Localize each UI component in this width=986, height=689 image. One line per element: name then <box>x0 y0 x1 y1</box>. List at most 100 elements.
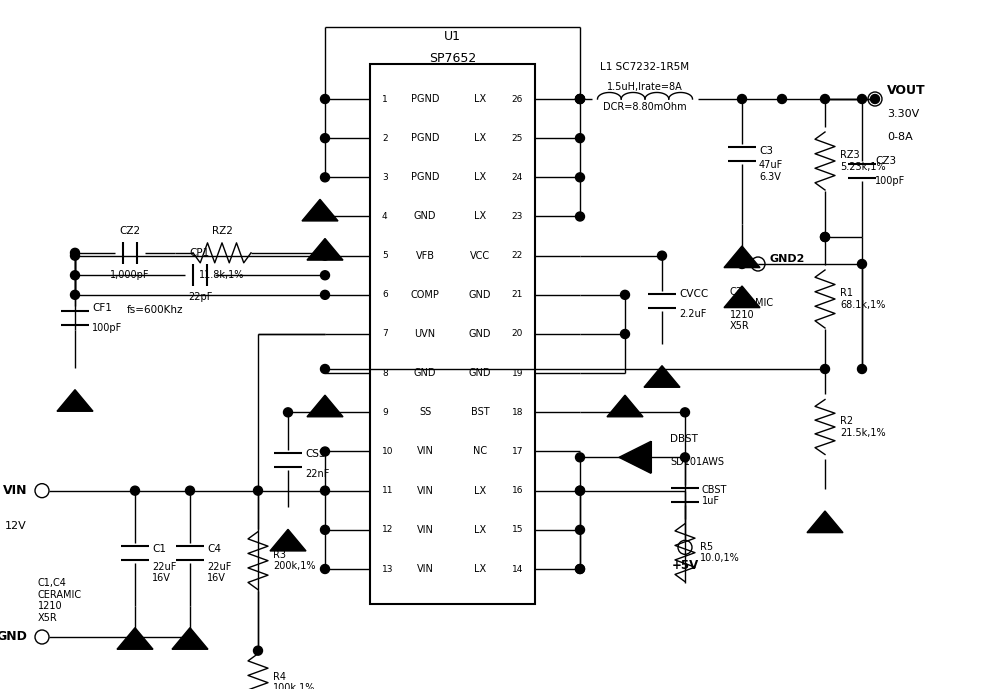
Text: 12V: 12V <box>5 521 27 531</box>
Circle shape <box>575 453 584 462</box>
Circle shape <box>283 408 292 417</box>
Text: 100pF: 100pF <box>875 176 904 186</box>
Text: NC: NC <box>472 446 486 457</box>
Circle shape <box>857 260 866 269</box>
Circle shape <box>575 564 584 573</box>
Circle shape <box>70 251 80 260</box>
Text: GND: GND <box>413 212 436 221</box>
Text: 1,000pF: 1,000pF <box>110 270 150 280</box>
Circle shape <box>70 271 80 280</box>
Text: 20: 20 <box>511 329 523 338</box>
Text: 11.8k,1%: 11.8k,1% <box>199 270 245 280</box>
Text: VOUT: VOUT <box>886 85 925 98</box>
Text: U1: U1 <box>444 30 460 43</box>
Text: 1: 1 <box>382 94 387 103</box>
Text: 25: 25 <box>511 134 523 143</box>
Text: SD101AWS: SD101AWS <box>669 457 724 467</box>
Circle shape <box>679 453 689 462</box>
Circle shape <box>870 94 879 103</box>
Text: LX: LX <box>473 564 485 574</box>
Text: GND: GND <box>468 329 491 339</box>
Text: 26: 26 <box>511 94 523 103</box>
Polygon shape <box>606 395 642 417</box>
Text: LX: LX <box>473 94 485 104</box>
Text: 47uF
6.3V: 47uF 6.3V <box>758 161 783 182</box>
Circle shape <box>575 134 584 143</box>
Circle shape <box>320 173 329 182</box>
Circle shape <box>575 525 584 535</box>
Text: LX: LX <box>473 172 485 183</box>
Bar <box>370 64 534 604</box>
Text: 2.2uF: 2.2uF <box>678 309 706 319</box>
Text: 4: 4 <box>382 212 387 221</box>
Text: R5
10.0,1%: R5 10.0,1% <box>699 542 739 564</box>
Text: 22uF
16V: 22uF 16V <box>207 562 231 584</box>
Circle shape <box>620 290 629 299</box>
Circle shape <box>857 94 866 103</box>
Text: GND2: GND2 <box>769 254 805 264</box>
Text: LX: LX <box>473 133 485 143</box>
Text: R1
68.1k,1%: R1 68.1k,1% <box>839 288 884 310</box>
Text: 14: 14 <box>511 564 523 573</box>
Circle shape <box>185 633 194 641</box>
Text: 21: 21 <box>511 290 523 299</box>
Text: 22pF: 22pF <box>187 292 212 302</box>
Text: VIN: VIN <box>416 564 433 574</box>
Text: 15: 15 <box>511 525 523 535</box>
Circle shape <box>320 564 329 573</box>
Text: 24: 24 <box>511 173 523 182</box>
Circle shape <box>320 251 329 260</box>
Text: PGND: PGND <box>410 133 439 143</box>
Text: VIN: VIN <box>416 486 433 495</box>
Circle shape <box>185 486 194 495</box>
Text: VIN: VIN <box>416 525 433 535</box>
Text: 16: 16 <box>511 486 523 495</box>
Polygon shape <box>618 442 651 473</box>
Text: RZ2: RZ2 <box>211 226 232 236</box>
Circle shape <box>857 364 866 373</box>
Text: 22: 22 <box>511 251 523 260</box>
Circle shape <box>575 486 584 495</box>
Text: VFB: VFB <box>415 251 434 260</box>
Text: GND: GND <box>0 630 27 644</box>
Text: C4: C4 <box>207 544 221 554</box>
Text: R2
21.5k,1%: R2 21.5k,1% <box>839 416 884 438</box>
Circle shape <box>320 248 329 257</box>
Text: 12: 12 <box>382 525 393 535</box>
Circle shape <box>320 134 329 143</box>
Text: R4
100k,1%: R4 100k,1% <box>273 672 316 689</box>
Polygon shape <box>643 366 679 387</box>
Circle shape <box>253 646 262 655</box>
Text: 0-8A: 0-8A <box>886 132 912 142</box>
Circle shape <box>575 212 584 221</box>
Circle shape <box>620 329 629 338</box>
Circle shape <box>320 271 329 280</box>
Polygon shape <box>270 529 306 551</box>
Text: CBST
1uF: CBST 1uF <box>701 484 727 506</box>
Text: CP1: CP1 <box>189 248 210 258</box>
Text: BST: BST <box>470 407 489 418</box>
Text: GND: GND <box>468 368 491 378</box>
Text: GND: GND <box>413 368 436 378</box>
Text: GND: GND <box>468 290 491 300</box>
Text: 3: 3 <box>382 173 387 182</box>
Polygon shape <box>724 286 759 307</box>
Circle shape <box>253 486 262 495</box>
Polygon shape <box>307 395 343 417</box>
Circle shape <box>320 447 329 456</box>
Text: DCR=8.80mOhm: DCR=8.80mOhm <box>602 102 686 112</box>
Text: 2: 2 <box>382 134 387 143</box>
Text: UVN: UVN <box>414 329 435 339</box>
Text: C3: C3 <box>758 146 772 156</box>
Circle shape <box>575 94 584 103</box>
Text: fs=600Khz: fs=600Khz <box>126 305 183 316</box>
Circle shape <box>777 94 786 103</box>
Text: SS: SS <box>418 407 431 418</box>
Circle shape <box>737 260 745 269</box>
Text: CSS: CSS <box>305 449 325 460</box>
Circle shape <box>819 364 828 373</box>
Text: R3
200k,1%: R3 200k,1% <box>273 550 316 571</box>
Circle shape <box>575 94 584 103</box>
Text: 6: 6 <box>382 290 387 299</box>
Text: VIN: VIN <box>3 484 27 497</box>
